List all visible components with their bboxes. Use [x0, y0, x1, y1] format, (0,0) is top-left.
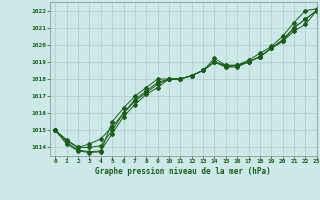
X-axis label: Graphe pression niveau de la mer (hPa): Graphe pression niveau de la mer (hPa) [95, 167, 271, 176]
